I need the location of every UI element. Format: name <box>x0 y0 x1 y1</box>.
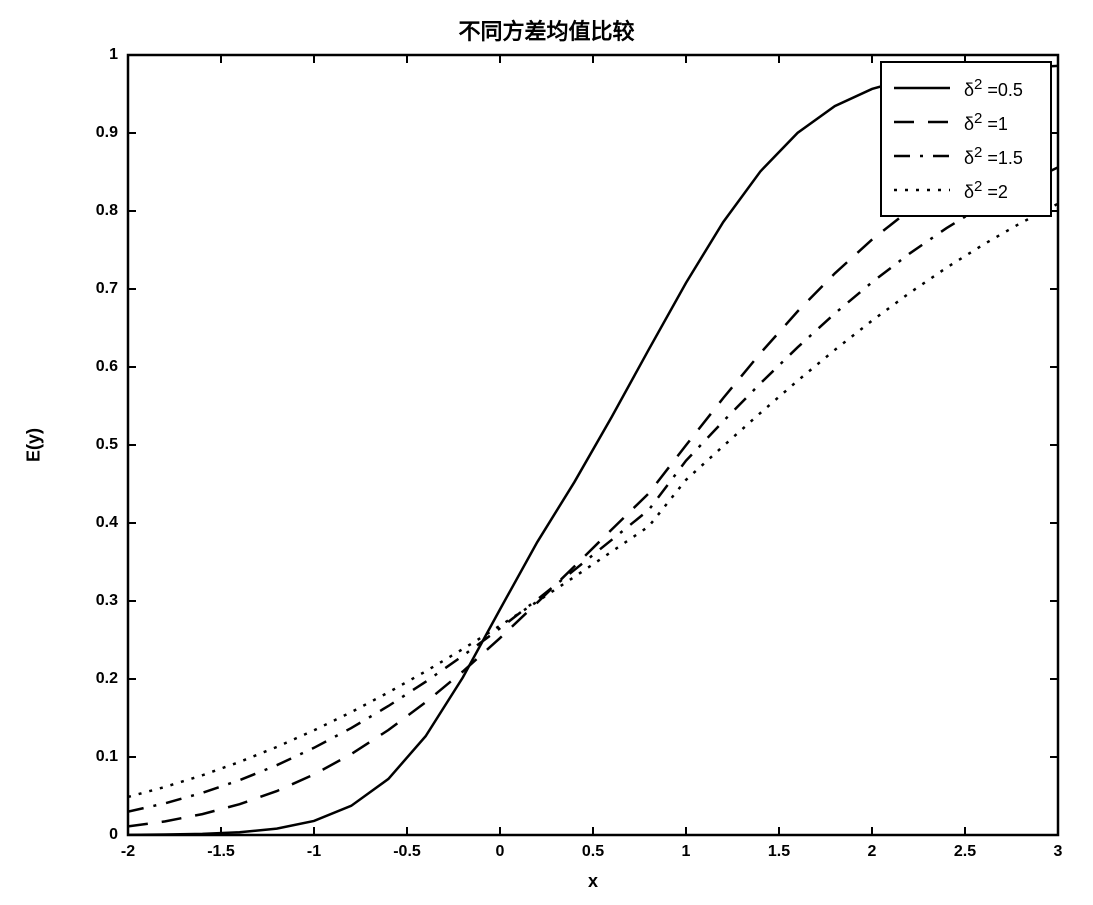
legend-item: δ2 =1.5 <box>892 139 1040 173</box>
x-tick-label: 3 <box>1054 843 1063 861</box>
legend-item: δ2 =2 <box>892 173 1040 207</box>
y-tick-label: 0.7 <box>78 280 118 298</box>
chart-container: 不同方差均值比较E(y)x-2-1.5-1-0.500.511.522.5300… <box>0 0 1093 905</box>
y-tick-label: 0.5 <box>78 436 118 454</box>
y-tick-label: 0.6 <box>78 358 118 376</box>
x-tick-label: -1.5 <box>207 843 235 861</box>
x-tick-label: 0.5 <box>582 843 604 861</box>
y-tick-label: 0.3 <box>78 592 118 610</box>
legend-swatch <box>892 105 952 139</box>
legend-swatch <box>892 71 952 105</box>
x-tick-label: 1.5 <box>768 843 790 861</box>
x-tick-label: 1 <box>682 843 691 861</box>
x-tick-label: -2 <box>121 843 135 861</box>
x-tick-label: 2.5 <box>954 843 976 861</box>
legend-swatch <box>892 173 952 207</box>
y-tick-label: 0.8 <box>78 202 118 220</box>
y-tick-label: 0.1 <box>78 748 118 766</box>
y-tick-label: 1 <box>78 46 118 64</box>
legend: δ2 =0.5 δ2 =1 δ2 =1.5 δ2 =2 <box>880 61 1052 217</box>
x-tick-label: 2 <box>868 843 877 861</box>
y-tick-label: 0.9 <box>78 124 118 142</box>
legend-label: δ2 =0.5 <box>964 76 1023 101</box>
y-tick-label: 0.4 <box>78 514 118 532</box>
y-tick-label: 0 <box>78 826 118 844</box>
x-tick-label: -0.5 <box>393 843 421 861</box>
legend-item: δ2 =1 <box>892 105 1040 139</box>
legend-label: δ2 =2 <box>964 178 1008 203</box>
legend-item: δ2 =0.5 <box>892 71 1040 105</box>
legend-swatch <box>892 139 952 173</box>
y-tick-label: 0.2 <box>78 670 118 688</box>
x-tick-label: 0 <box>496 843 505 861</box>
legend-label: δ2 =1.5 <box>964 144 1023 169</box>
legend-label: δ2 =1 <box>964 110 1008 135</box>
x-tick-label: -1 <box>307 843 321 861</box>
